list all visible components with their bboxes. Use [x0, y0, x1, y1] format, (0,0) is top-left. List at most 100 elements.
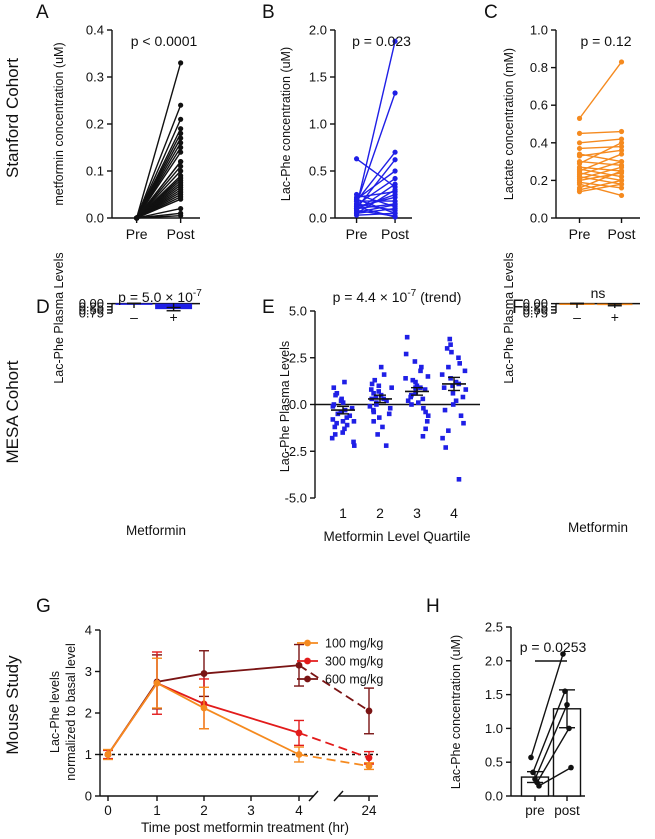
- pair-line-B: [355, 41, 396, 207]
- x-tick-label-B: Post: [381, 226, 409, 242]
- y-tick-label-H: 2.0: [485, 653, 503, 668]
- pair-line-C: [579, 183, 622, 193]
- post-point-A: [178, 196, 184, 202]
- data-point-E: [419, 364, 424, 370]
- pre-point-H: [530, 769, 536, 776]
- post-point-A: [178, 206, 184, 212]
- post-point-C: [618, 181, 625, 187]
- y-tick-label-A: 0.3: [86, 70, 104, 85]
- pair-line-C: [578, 61, 623, 119]
- pre-point-A: [134, 215, 140, 221]
- y-axis-label-B: Lac-Phe concentration (uM): [279, 47, 293, 201]
- series-gap-G: [298, 732, 370, 759]
- panel-letter-a: A: [36, 2, 49, 23]
- data-point-E: [334, 420, 339, 426]
- pair-line-B: [355, 92, 396, 205]
- data-point-E: [368, 387, 374, 392]
- pair-line-H: [530, 653, 564, 758]
- data-point-E: [448, 342, 453, 347]
- legend-marker-G: [304, 639, 311, 647]
- data-point-E: [413, 390, 418, 396]
- data-point-E: [338, 398, 344, 404]
- post-point-B: [392, 157, 398, 163]
- post-point-A: [178, 126, 184, 132]
- y-tick-label-D: 0.25: [79, 299, 104, 314]
- post-point-C: [618, 147, 625, 153]
- data-point-E: [408, 394, 413, 400]
- data-point-E: [384, 398, 389, 404]
- y-tick-label-E: -2.5: [285, 444, 307, 459]
- data-point-E: [420, 396, 426, 402]
- x-tick-label-E: 4: [450, 505, 458, 521]
- y-tick-label-G: 1: [85, 747, 92, 762]
- data-point-E: [371, 407, 376, 413]
- legend-marker-G: [304, 657, 311, 665]
- panel-letter-c: C: [484, 2, 498, 23]
- post-point-C: [618, 168, 625, 174]
- data-point-E: [369, 381, 375, 387]
- data-point-E: [447, 336, 453, 342]
- data-point-E: [460, 394, 466, 400]
- y-tick-label-C: 0.6: [530, 98, 548, 113]
- pair-line-A: [136, 207, 181, 219]
- data-point-E: [450, 383, 455, 389]
- data-point-E: [331, 402, 337, 407]
- pair-line-B: [356, 193, 396, 208]
- pair-line-C: [579, 160, 622, 176]
- p-value-H: p = 0.0253: [520, 639, 587, 655]
- post-point-H: [562, 688, 568, 695]
- pair-line-C: [579, 138, 622, 144]
- y-tick-label-E: 2.5: [289, 350, 307, 365]
- data-point-E: [347, 413, 353, 419]
- data-point-E: [420, 433, 426, 439]
- data-point-E: [374, 402, 379, 407]
- panel-letter-h: H: [426, 596, 440, 617]
- p-value-base: p = 4.4 × 10: [333, 289, 408, 305]
- data-point-E: [372, 377, 378, 383]
- data-point-E: [442, 407, 448, 413]
- data-point-E: [448, 376, 453, 381]
- p-value-exponent: -7: [407, 288, 416, 299]
- y-tick-label-H: 1.5: [485, 687, 503, 702]
- y-axis-label-G: Lac-Phe levels: [48, 671, 62, 753]
- data-point-E: [441, 385, 447, 390]
- x-tick-label-G: 2: [200, 803, 208, 818]
- data-point-E: [457, 361, 462, 366]
- data-point-E: [444, 346, 450, 351]
- pre-point-C: [576, 153, 583, 159]
- data-point-E: [344, 422, 350, 428]
- pair-line-C: [579, 145, 622, 150]
- data-point-E: [330, 417, 336, 422]
- row-label-mesa: MESA Cohort: [3, 360, 22, 463]
- post-point-A: [178, 213, 184, 219]
- data-point-G: [295, 751, 303, 758]
- pair-line-A: [136, 198, 181, 219]
- post-point-H: [566, 725, 572, 732]
- data-point-E: [376, 415, 382, 420]
- panel-letter-b: B: [262, 2, 275, 23]
- data-point-E: [449, 349, 454, 355]
- data-point-E: [456, 355, 461, 361]
- y-axis-label-H: Lac-Phe concentration (uM): [449, 635, 463, 789]
- data-point-E: [340, 430, 345, 435]
- pair-line-C: [579, 160, 622, 167]
- data-point-E: [331, 385, 337, 390]
- post-point-C: [618, 143, 625, 150]
- data-point-G: [365, 762, 373, 770]
- x-tick-label-G: 3: [247, 803, 255, 818]
- post-point-B: [392, 149, 398, 155]
- post-point-H: [568, 764, 574, 771]
- y-tick-label-C: 0.2: [530, 173, 548, 188]
- data-point-E: [386, 411, 392, 417]
- pair-line-H: [536, 728, 570, 783]
- p-value-exponent: -7: [193, 288, 202, 299]
- data-point-E: [342, 379, 347, 385]
- pair-line-H: [532, 690, 566, 773]
- y-tick-label-B: 2.0: [309, 23, 327, 38]
- post-point-A: [178, 140, 184, 146]
- panel-letter-f: F: [512, 297, 524, 318]
- data-point-E: [439, 372, 445, 377]
- y-tick-label-C: 0.8: [530, 60, 548, 75]
- data-point-E: [405, 398, 411, 404]
- data-point-E: [456, 477, 462, 482]
